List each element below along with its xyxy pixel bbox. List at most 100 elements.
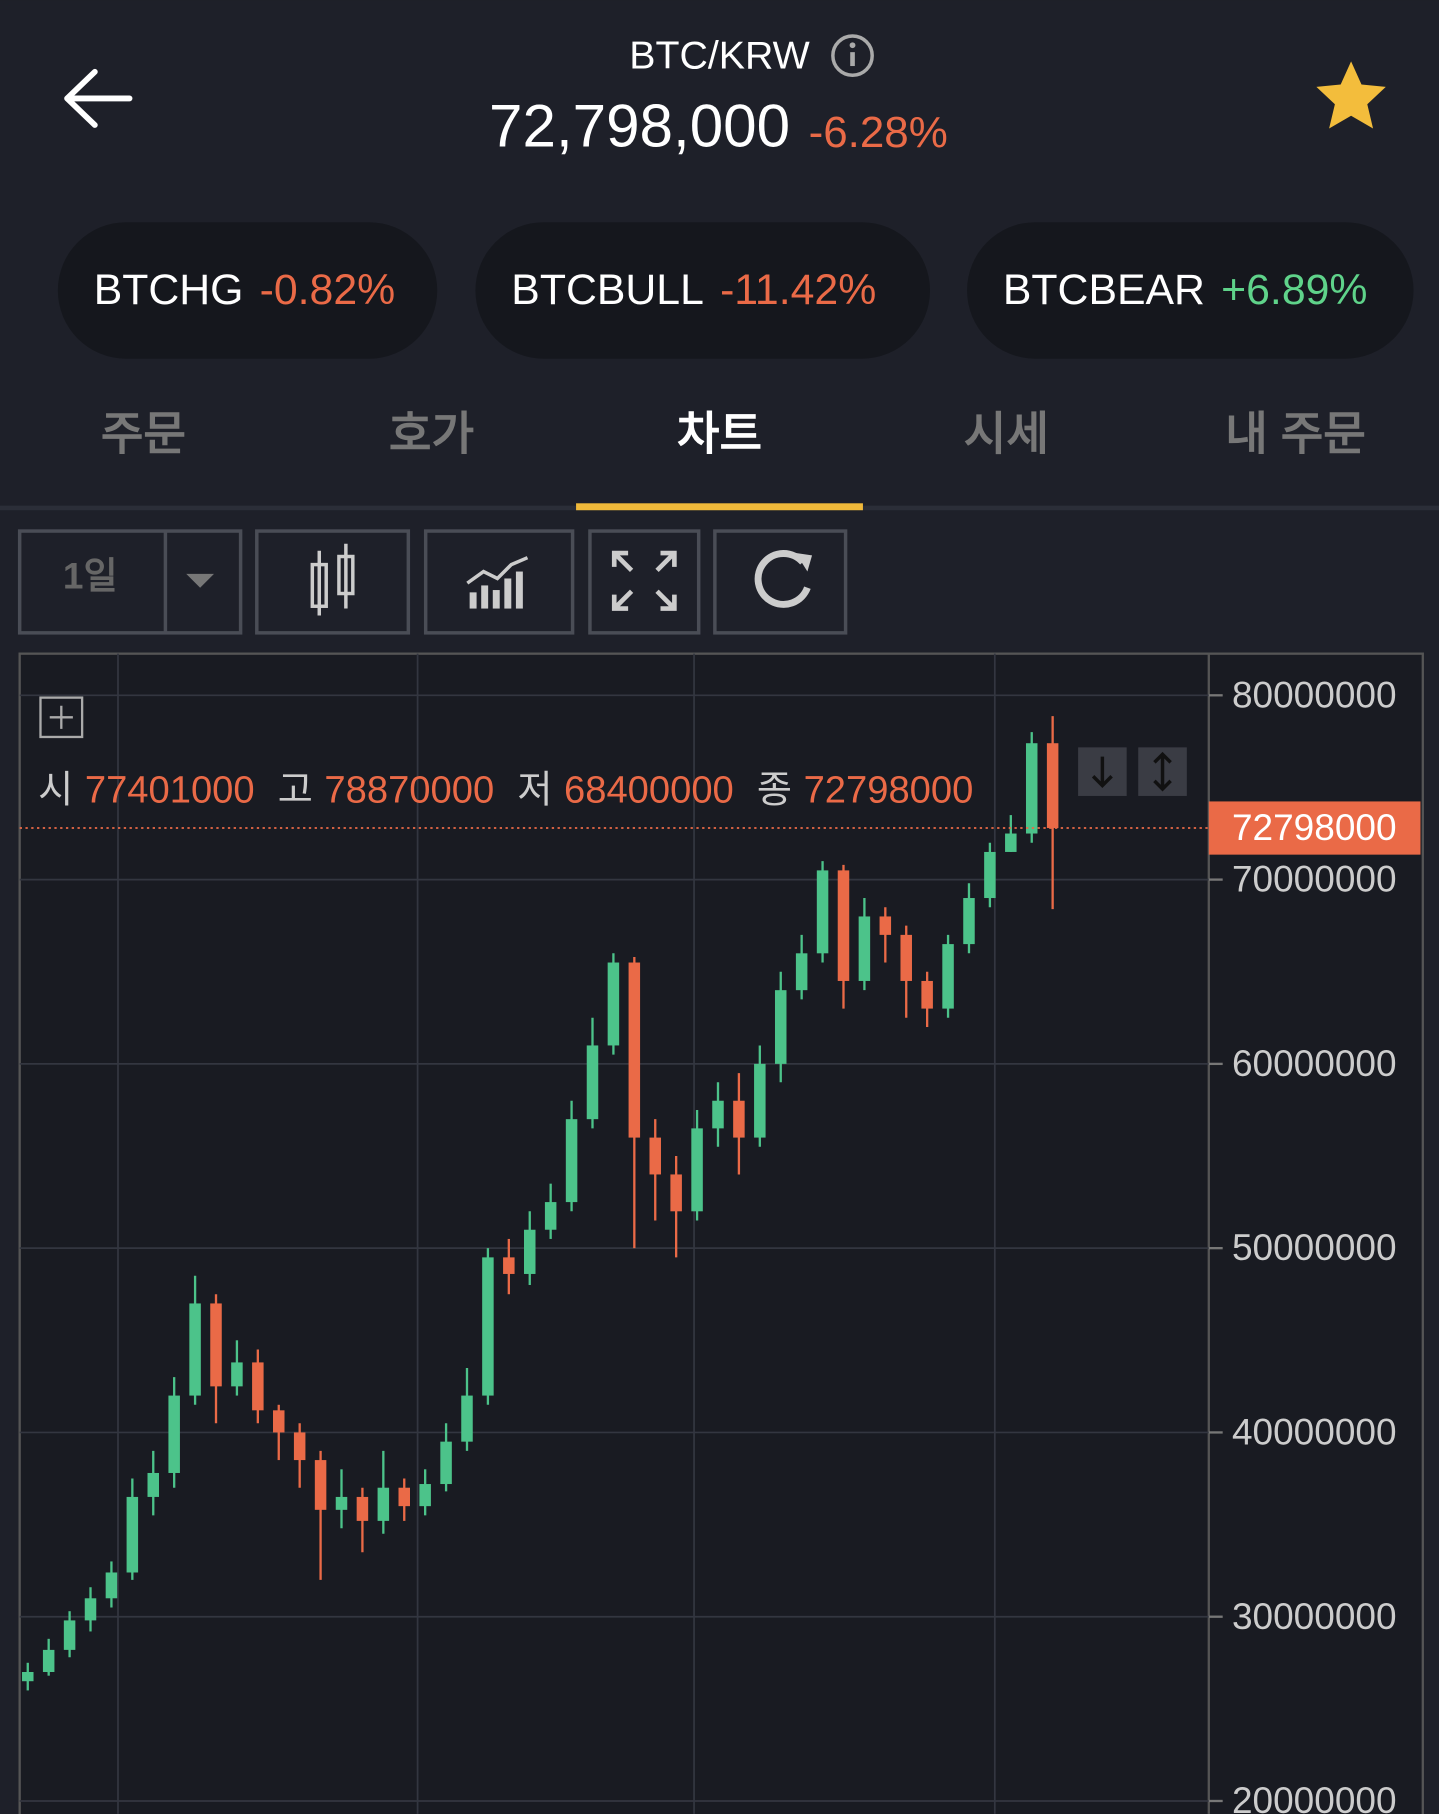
candle-body xyxy=(754,1063,766,1138)
icon-part[interactable] xyxy=(39,696,84,739)
candle-body xyxy=(774,990,787,1064)
info-label: 저 xyxy=(517,769,552,812)
y-tick-label: 70000000 xyxy=(1232,858,1397,900)
icon-part[interactable] xyxy=(492,590,500,609)
candle-body xyxy=(503,1257,515,1274)
toolbar xyxy=(17,529,848,635)
candle-body xyxy=(816,870,829,954)
favorite-star[interactable] xyxy=(1316,61,1386,129)
interval-button[interactable] xyxy=(17,529,243,635)
candle-body xyxy=(482,1257,494,1396)
market-pill[interactable] xyxy=(967,222,1414,359)
market-name[interactable]: BTCBULL xyxy=(511,266,704,314)
candle-body xyxy=(168,1395,180,1473)
icon-part[interactable] xyxy=(1153,751,1172,792)
refresh-icon[interactable] xyxy=(754,550,811,608)
candle-body xyxy=(607,962,620,1046)
y-tick-label: 60000000 xyxy=(1232,1042,1397,1084)
y-tick-label: 50000000 xyxy=(1232,1226,1397,1268)
icon-part[interactable] xyxy=(49,705,73,729)
tab[interactable]: 호가 xyxy=(389,408,474,460)
refresh-arrow[interactable] xyxy=(795,553,813,572)
candle-body xyxy=(273,1410,285,1433)
y-tick-label: 30000000 xyxy=(1232,1595,1397,1637)
icon-part[interactable] xyxy=(481,585,489,609)
candle-body xyxy=(900,934,912,981)
info-label: 고 xyxy=(278,769,313,812)
x-grid xyxy=(117,653,996,1814)
y-tick-label: 80000000 xyxy=(1232,673,1397,715)
candle-body xyxy=(356,1496,369,1521)
info-label: 시 xyxy=(38,769,73,812)
candle-body xyxy=(231,1362,243,1387)
candle-body xyxy=(42,1649,55,1672)
chart-type-button[interactable] xyxy=(255,529,411,635)
candle-body xyxy=(858,916,871,981)
icon-part[interactable] xyxy=(515,571,523,609)
back-button[interactable] xyxy=(64,68,133,128)
candle-body xyxy=(837,870,850,981)
market-change[interactable]: -11.42% xyxy=(720,266,876,314)
tab[interactable]: 주문 xyxy=(101,408,186,460)
candle-body xyxy=(63,1620,76,1650)
candle-body xyxy=(942,944,954,1009)
price-change: -6.28% xyxy=(809,108,948,157)
market-name[interactable]: BTCBEAR xyxy=(1003,266,1205,314)
candle-body xyxy=(586,1045,599,1120)
icon-part[interactable] xyxy=(504,578,512,609)
candle-body xyxy=(147,1472,160,1497)
tab[interactable]: 내 주문 xyxy=(1225,408,1366,460)
dropdown-caret[interactable] xyxy=(186,573,214,588)
candle-body xyxy=(377,1487,390,1521)
market-change[interactable]: +6.89% xyxy=(1221,266,1367,314)
interval-label[interactable]: 1일 xyxy=(63,554,118,596)
candle-body xyxy=(189,1303,201,1396)
crosshair-button[interactable] xyxy=(39,696,84,739)
candle-body xyxy=(712,1100,724,1129)
info-dot[interactable] xyxy=(849,42,856,49)
tab-indicator xyxy=(576,503,863,511)
candle-body xyxy=(1005,833,1017,852)
candle-body xyxy=(523,1229,536,1274)
last-price-tag xyxy=(1208,801,1421,855)
candle-body xyxy=(314,1460,327,1510)
chart-frame xyxy=(18,652,1424,1814)
candle-body xyxy=(1046,743,1059,829)
icon-part[interactable] xyxy=(611,550,677,611)
candle-body xyxy=(691,1128,703,1212)
info-icon[interactable] xyxy=(831,34,874,78)
candle-body xyxy=(84,1598,97,1621)
info-circle[interactable] xyxy=(831,34,874,78)
icon-part[interactable] xyxy=(466,556,529,585)
fullscreen-icon[interactable] xyxy=(611,550,677,611)
indicator-icon[interactable] xyxy=(466,556,529,609)
icon-part[interactable] xyxy=(469,592,477,609)
candle-body xyxy=(293,1432,306,1461)
candle-body xyxy=(544,1202,557,1230)
candle-body xyxy=(419,1484,431,1507)
candle-body xyxy=(984,851,996,899)
price: 72,798,000 xyxy=(489,93,790,160)
indicator-button[interactable] xyxy=(423,529,575,635)
candle-body xyxy=(105,1572,118,1599)
info-stem[interactable] xyxy=(850,52,855,67)
candle-body xyxy=(628,962,641,1138)
tab[interactable]: 시세 xyxy=(964,408,1049,460)
candle-icon[interactable] xyxy=(310,543,355,616)
back-arrow[interactable] xyxy=(64,68,133,128)
pair-title: BTC/KRW xyxy=(629,33,810,77)
market-name[interactable]: BTCHG xyxy=(94,266,244,314)
market-change[interactable]: -0.82% xyxy=(260,266,396,314)
info-value: 78870000 xyxy=(324,769,494,812)
candle-body xyxy=(733,1100,745,1138)
info-label: 종 xyxy=(757,769,792,812)
candle-body xyxy=(398,1487,411,1507)
icon-part[interactable] xyxy=(1091,756,1113,788)
market-pill[interactable] xyxy=(475,222,931,359)
market-pill[interactable] xyxy=(57,222,438,359)
tab[interactable]: 차트 xyxy=(677,408,762,460)
scale-buttons[interactable] xyxy=(1078,747,1187,796)
refresh-button[interactable] xyxy=(713,529,848,635)
fullscreen-button[interactable] xyxy=(588,529,701,635)
